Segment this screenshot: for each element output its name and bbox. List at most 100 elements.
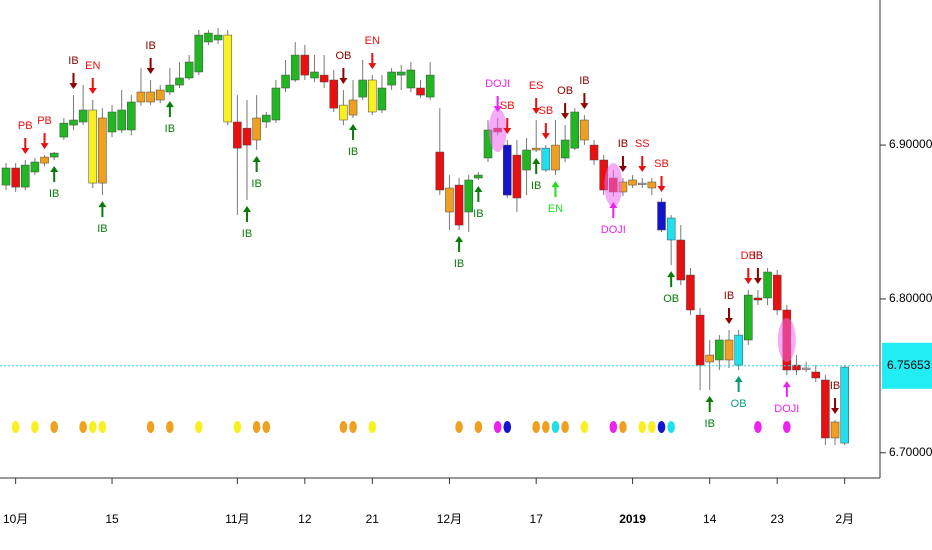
candle-body <box>435 151 445 191</box>
annotation-arrowhead <box>474 186 483 192</box>
candle-body <box>59 122 69 138</box>
annotation-arrowhead <box>493 106 502 112</box>
annotation-arrowhead <box>618 166 627 172</box>
annotation-label: SB <box>654 158 669 170</box>
signal-dot <box>532 421 540 433</box>
x-tick-label: 12 <box>298 512 312 526</box>
annotation-arrowhead <box>753 278 762 284</box>
signal-dot <box>195 421 203 433</box>
signal-dot <box>493 421 502 433</box>
candle-body <box>406 69 416 89</box>
annotation-label: IB <box>49 188 59 200</box>
annotation-label: IB <box>705 418 715 430</box>
signal-dot <box>754 421 762 433</box>
candle-body <box>49 152 59 158</box>
annotation-arrowhead <box>831 408 840 414</box>
candle-body <box>821 379 830 439</box>
annotation-label: EN <box>85 60 100 72</box>
candle-body <box>589 144 599 161</box>
x-tick-label: 21 <box>366 512 380 526</box>
annotation-label: OB <box>557 85 573 97</box>
candle-body <box>78 109 88 123</box>
annotation-label: OB <box>663 293 679 305</box>
candle-body <box>464 179 473 213</box>
annotation-label: SS <box>635 138 650 150</box>
candle-body <box>262 114 271 123</box>
annotation-label: OB <box>335 50 351 62</box>
signal-dot <box>474 421 483 433</box>
candle-body <box>705 354 714 363</box>
doji-highlight <box>777 318 796 362</box>
annotation-label: EN <box>548 203 563 215</box>
signal-dot <box>262 421 271 433</box>
candle-body <box>676 239 686 281</box>
candle-body <box>715 339 724 361</box>
annotation-arrowhead <box>69 83 78 90</box>
candle-body <box>503 144 512 196</box>
signal-dot <box>503 421 512 433</box>
candle-body <box>763 271 772 299</box>
annotation-label: IB <box>68 55 78 67</box>
signal-dot <box>667 421 675 433</box>
annotation-arrowhead <box>252 156 261 162</box>
candle-body <box>666 217 676 241</box>
x-tick-label: 2019 <box>619 512 646 526</box>
signal-dot <box>252 421 261 433</box>
candle-body <box>840 366 849 444</box>
last-price-label: 6.75653 <box>887 358 931 372</box>
candle-body <box>233 121 242 149</box>
annotation-arrowhead <box>532 108 541 114</box>
annotation-arrowhead <box>638 166 647 172</box>
signal-dot <box>98 421 107 433</box>
candle-body <box>319 74 329 83</box>
y-tick-label: 6.80000 <box>889 291 932 305</box>
annotation-arrowhead <box>368 63 377 70</box>
candle-body <box>358 79 367 98</box>
candle-body <box>474 174 483 179</box>
candle-body <box>425 74 435 98</box>
candle-body <box>30 161 40 173</box>
x-tick-label: 12月 <box>437 512 462 526</box>
candle-body <box>11 167 20 188</box>
signal-dot <box>619 421 627 433</box>
candle-body <box>69 119 78 126</box>
annotation-arrowhead <box>580 103 589 110</box>
annotation-arrowhead <box>734 376 743 382</box>
y-tick-label: 6.70000 <box>889 445 932 459</box>
candle-body <box>396 71 406 76</box>
annotation-label: SB <box>500 100 515 112</box>
candle-body <box>165 84 175 93</box>
annotation-label: IB <box>830 380 840 392</box>
candle-body <box>127 101 136 131</box>
annotation-label: PB <box>37 115 52 127</box>
signal-dot <box>561 421 569 433</box>
candle-body <box>792 364 801 371</box>
candle-body <box>551 144 560 171</box>
signal-dot <box>31 421 39 433</box>
signal-dot <box>339 421 348 433</box>
signal-dot <box>638 421 647 433</box>
x-tick-label: 15 <box>105 512 119 526</box>
annotation-label: IB <box>454 258 464 270</box>
candle-body <box>387 71 396 86</box>
annotation-label: IB <box>618 138 628 150</box>
annotation-arrowhead <box>339 78 348 84</box>
candle-body <box>830 421 840 439</box>
candle-body <box>281 74 290 89</box>
annotation-label: IB <box>165 123 175 135</box>
signal-dot <box>79 421 87 433</box>
candle-body <box>695 314 705 366</box>
signal-dot <box>783 421 791 433</box>
annotation-arrowhead <box>21 148 30 154</box>
candle-body <box>136 91 146 103</box>
candle-body <box>734 334 743 366</box>
candle-body <box>242 127 252 146</box>
y-tick-label: 6.90000 <box>889 137 932 151</box>
candle-body <box>40 156 49 164</box>
annotation-arrowhead <box>541 133 550 140</box>
annotation-arrowhead <box>609 202 618 208</box>
candle-body <box>290 54 300 81</box>
candle-body <box>637 182 647 185</box>
candle-body <box>541 147 551 171</box>
candle-body <box>146 91 155 103</box>
